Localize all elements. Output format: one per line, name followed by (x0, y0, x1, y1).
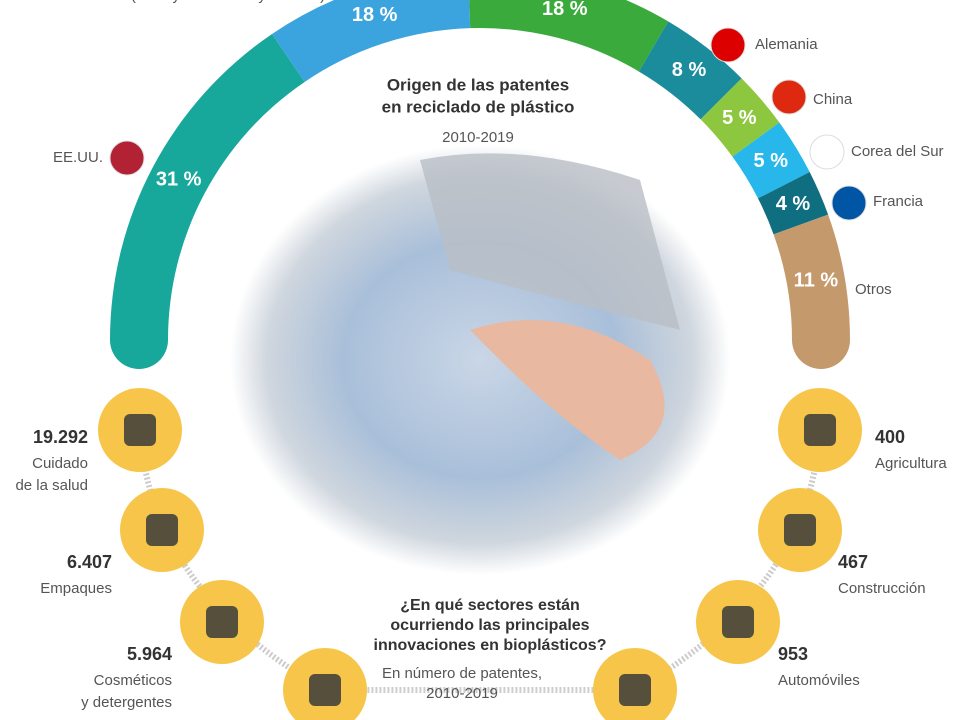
sector-label: de la salud (15, 477, 88, 494)
icon-glyph (309, 674, 341, 706)
sector-label: y detergentes (81, 694, 172, 711)
donut-segment (757, 172, 829, 235)
flag (710, 27, 746, 63)
sector-value: 6.407 (67, 552, 112, 572)
value-label: 5 % (722, 107, 757, 129)
chart-title: Origen de las patentes (387, 75, 569, 94)
question: ocurriendo las principales (390, 617, 589, 634)
value-label: 18 % (352, 4, 398, 26)
note: En número de patentes, (382, 665, 542, 682)
sector-value: 5.964 (127, 644, 172, 664)
donut-segment (110, 33, 305, 340)
sector-label: Construcción (838, 580, 926, 597)
photo (230, 145, 730, 575)
category-label: (Excluye Alemania y Francia) (131, 0, 325, 4)
category-label: Francia (873, 193, 924, 210)
flag (831, 185, 867, 221)
icon-glyph (804, 414, 836, 446)
question: ¿En qué sectores están (400, 597, 580, 614)
sector-label: Agricultura (875, 455, 947, 472)
segment-cap (110, 340, 168, 369)
donut-segment (272, 0, 471, 82)
donut-segment (700, 78, 780, 157)
value-label: 31 % (156, 169, 202, 191)
sector-value: 953 (778, 644, 808, 664)
question: innovaciones en bioplásticos? (374, 637, 607, 654)
category-label: Corea del Sur (851, 143, 944, 160)
sector-value: 19.292 (33, 427, 88, 447)
donut-segment (732, 122, 810, 199)
sector-label: Automóviles (778, 672, 860, 689)
category-label: EE.UU. (53, 149, 103, 166)
value-label: 4 % (776, 193, 811, 215)
sector-icons (98, 388, 862, 720)
sector-value: 400 (875, 427, 905, 447)
sector-label: Cosméticos (94, 672, 172, 689)
donut-segment (773, 214, 850, 340)
value-label: 8 % (672, 59, 707, 81)
sector-label: Cuidado (32, 455, 88, 472)
icon-glyph (124, 414, 156, 446)
icon-glyph (206, 606, 238, 638)
value-label: 5 % (754, 150, 789, 172)
category-label: Otros (855, 281, 892, 298)
chart-subtitle: 2010-2019 (442, 129, 514, 146)
value-label: 18 % (542, 0, 588, 20)
flag (109, 140, 145, 176)
icon-glyph (784, 514, 816, 546)
sector-value: 467 (838, 552, 868, 572)
icon-glyph (722, 606, 754, 638)
donut-segment (638, 21, 742, 120)
note: 2010-2019 (426, 685, 498, 702)
value-label: 11 % (794, 270, 839, 292)
segment-cap (792, 340, 850, 369)
icon-glyph (146, 514, 178, 546)
chart-title: en reciclado de plástico (382, 97, 575, 116)
donut-segment (469, 0, 669, 72)
category-label: Alemania (755, 36, 818, 53)
flag (809, 134, 845, 170)
flag (771, 79, 807, 115)
sector-label: Empaques (40, 580, 112, 597)
category-label: China (813, 91, 853, 108)
icon-glyph (619, 674, 651, 706)
